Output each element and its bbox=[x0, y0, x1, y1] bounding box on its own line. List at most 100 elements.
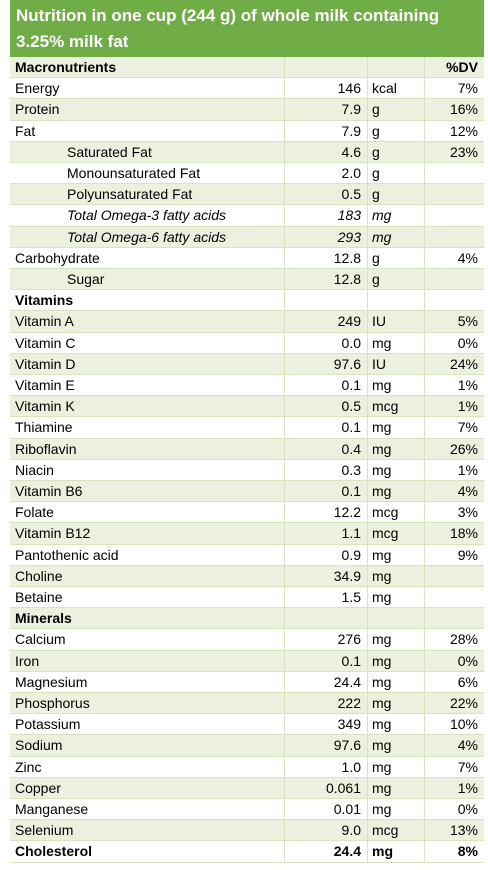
cell-unit: g bbox=[368, 141, 425, 163]
cell-value: 1.5 bbox=[285, 587, 368, 609]
cell-value: 9.0 bbox=[285, 820, 368, 842]
cell-name: Magnesium bbox=[10, 671, 285, 693]
cell-value: 146 bbox=[285, 78, 368, 100]
cell-name: Macronutrients bbox=[10, 57, 285, 79]
cell-name: Sodium bbox=[10, 735, 285, 757]
table-row: Potassium 349 mg 10% bbox=[10, 714, 484, 736]
cell-unit: mg bbox=[368, 332, 425, 354]
cell-dv: 9% bbox=[425, 545, 484, 566]
cell-dv: 13% bbox=[425, 820, 484, 842]
cell-dv: 0% bbox=[425, 799, 484, 821]
cell-dv: %DV bbox=[425, 57, 484, 79]
cell-dv bbox=[425, 587, 484, 609]
cell-name: Vitamin B6 bbox=[10, 481, 285, 503]
cell-value bbox=[285, 57, 368, 79]
cell-value: 0.5 bbox=[285, 396, 368, 418]
table-row: Iron 0.1 mg 0% bbox=[10, 650, 484, 672]
cell-unit: IU bbox=[368, 353, 425, 375]
cell-dv bbox=[425, 269, 484, 291]
cell-unit bbox=[368, 57, 425, 79]
cell-dv: 12% bbox=[425, 121, 484, 142]
cell-name: Fat bbox=[10, 120, 285, 142]
cell-name: Energy bbox=[10, 78, 285, 100]
cell-unit: mg bbox=[368, 650, 425, 672]
cell-name: Cholesterol bbox=[10, 841, 285, 863]
cell-name: Zinc bbox=[10, 756, 285, 778]
cell-dv: 28% bbox=[425, 629, 484, 651]
cell-name: Choline bbox=[10, 565, 285, 587]
cell-unit: g bbox=[368, 163, 425, 185]
cell-name: Saturated Fat bbox=[10, 141, 285, 163]
table-row: Protein 7.9 g 16% bbox=[10, 99, 484, 121]
cell-value: 222 bbox=[285, 693, 368, 715]
cell-unit: g bbox=[368, 247, 425, 269]
table-row: Monounsaturated Fat 2.0 g bbox=[10, 163, 484, 185]
cell-dv: 4% bbox=[425, 735, 484, 757]
table-row: Vitamin C 0.0 mg 0% bbox=[10, 332, 484, 354]
table-row: Total Omega-3 fatty acids 183 mg bbox=[10, 205, 484, 227]
cell-dv bbox=[425, 227, 484, 248]
cell-dv: 6% bbox=[425, 672, 484, 693]
cell-value: 12.8 bbox=[285, 269, 368, 291]
cell-value: 0.3 bbox=[285, 459, 368, 481]
cell-value: 4.6 bbox=[285, 141, 368, 163]
cell-name: Protein bbox=[10, 99, 285, 121]
cell-dv bbox=[425, 163, 484, 185]
cell-dv: 16% bbox=[425, 99, 484, 121]
cell-value: 0.1 bbox=[285, 417, 368, 439]
cell-unit: mg bbox=[368, 417, 425, 439]
table-row: Vitamin B12 1.1 mcg 18% bbox=[10, 523, 484, 545]
table-row: Betaine 1.5 mg bbox=[10, 587, 484, 609]
cell-value: 34.9 bbox=[285, 565, 368, 587]
cell-name: Vitamin C bbox=[10, 332, 285, 354]
table-row: Selenium 9.0 mcg 13% bbox=[10, 820, 484, 842]
table-row: Vitamin K 0.5 mcg 1% bbox=[10, 396, 484, 418]
cell-name: Vitamins bbox=[10, 290, 285, 312]
cell-unit: mg bbox=[368, 841, 425, 863]
cell-unit: mcg bbox=[368, 502, 425, 524]
cell-value bbox=[285, 290, 368, 312]
cell-dv: 7% bbox=[425, 757, 484, 778]
cell-name: Vitamin B12 bbox=[10, 523, 285, 545]
cell-name: Vitamin A bbox=[10, 311, 285, 333]
cell-unit: mcg bbox=[368, 523, 425, 545]
cell-unit: mcg bbox=[368, 396, 425, 418]
cell-dv bbox=[425, 205, 484, 227]
cell-name: Monounsaturated Fat bbox=[10, 163, 285, 185]
table-row: Zinc 1.0 mg 7% bbox=[10, 756, 484, 778]
table-row: Cholesterol 24.4 mg 8% bbox=[10, 841, 484, 863]
cell-name: Iron bbox=[10, 650, 285, 672]
cell-dv: 23% bbox=[425, 142, 484, 163]
cell-dv: 22% bbox=[425, 693, 484, 715]
cell-name: Manganese bbox=[10, 799, 285, 821]
cell-value: 0.1 bbox=[285, 481, 368, 503]
cell-unit: mg bbox=[368, 693, 425, 715]
cell-unit: g bbox=[368, 120, 425, 142]
cell-unit: g bbox=[368, 269, 425, 291]
cell-name: Polyunsaturated Fat bbox=[10, 184, 285, 206]
table-row: Riboflavin 0.4 mg 26% bbox=[10, 438, 484, 460]
cell-name: Selenium bbox=[10, 820, 285, 842]
table-row: Sodium 97.6 mg 4% bbox=[10, 735, 484, 757]
cell-dv: 1% bbox=[425, 396, 484, 418]
table-row: Folate 12.2 mcg 3% bbox=[10, 502, 484, 524]
cell-name: Riboflavin bbox=[10, 438, 285, 460]
cell-value: 97.6 bbox=[285, 735, 368, 757]
cell-value: 293 bbox=[285, 226, 368, 248]
cell-dv: 1% bbox=[425, 375, 484, 397]
cell-dv: 0% bbox=[425, 333, 484, 354]
cell-value: 276 bbox=[285, 629, 368, 651]
table-row: Minerals bbox=[10, 608, 484, 630]
table-row: Vitamins bbox=[10, 290, 484, 312]
cell-unit: mcg bbox=[368, 820, 425, 842]
cell-value: 24.4 bbox=[285, 841, 368, 863]
cell-name: Vitamin K bbox=[10, 396, 285, 418]
cell-unit: IU bbox=[368, 311, 425, 333]
cell-dv bbox=[425, 184, 484, 206]
cell-unit bbox=[368, 290, 425, 312]
cell-unit: mg bbox=[368, 375, 425, 397]
cell-name: Total Omega-3 fatty acids bbox=[10, 205, 285, 227]
cell-name: Betaine bbox=[10, 587, 285, 609]
cell-name: Pantothenic acid bbox=[10, 544, 285, 566]
